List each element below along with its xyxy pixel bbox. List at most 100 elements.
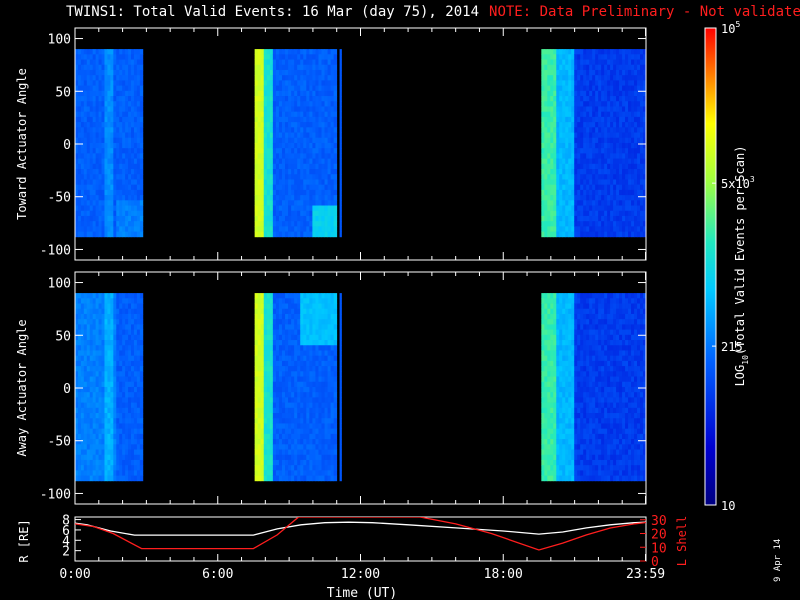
heatmap-cell [75, 210, 79, 217]
heatmap-cell [254, 49, 259, 55]
heatmap-cell [559, 158, 563, 165]
heatmap-cell [116, 137, 120, 144]
heatmap-cell [75, 231, 79, 238]
heatmap-cell [125, 64, 129, 71]
heatmap-cell [136, 174, 141, 180]
heatmap-cell [278, 215, 283, 222]
heatmap-cell [272, 215, 277, 222]
heatmap-cell [562, 200, 566, 206]
heatmap-cell [601, 148, 605, 154]
heatmap-cell [89, 433, 94, 440]
heatmap-cell [110, 221, 114, 227]
heatmap-cell [77, 142, 82, 149]
heatmap-cell [92, 64, 97, 71]
heatmap-cell [131, 189, 135, 196]
heatmap-cell [559, 205, 563, 212]
heatmap-cell [75, 444, 79, 450]
heatmap-cell [631, 127, 635, 133]
heatmap-cell [601, 85, 605, 92]
heatmap-cell [80, 75, 85, 81]
heatmap-cell [306, 184, 310, 191]
heatmap-cell [107, 127, 111, 133]
heatmap-cell [104, 418, 108, 424]
heatmap-cell [544, 200, 548, 206]
heatmap-cell [571, 215, 575, 222]
heatmap-cell [330, 298, 335, 304]
heatmap-cell [303, 64, 307, 71]
heatmap-cell [122, 433, 126, 440]
heatmap-cell [104, 215, 108, 222]
heatmap-cell [272, 402, 277, 409]
heatmap-cell [306, 423, 310, 430]
heatmap-cell [327, 376, 332, 383]
heatmap-cell [589, 80, 593, 86]
heatmap-cell [556, 169, 560, 175]
heatmap-cell [601, 96, 605, 102]
heatmap-cell [589, 75, 593, 81]
heatmap-cell [631, 210, 635, 217]
heatmap-cell [601, 64, 605, 71]
heatmap-cell [272, 132, 277, 139]
heatmap-cell [318, 96, 322, 102]
heatmap-cell [312, 122, 316, 128]
heatmap-cell [580, 158, 584, 165]
heatmap-cell [607, 122, 611, 128]
heatmap-cell [86, 439, 91, 445]
heatmap-cell [104, 54, 108, 60]
heatmap-cell [285, 386, 289, 393]
heatmap-cell [281, 449, 286, 456]
heatmap-cell [119, 132, 123, 139]
heatmap-cell [288, 402, 292, 409]
heatmap-cell [556, 158, 560, 165]
heatmap-cell [116, 465, 120, 471]
heatmap-cell [92, 85, 97, 92]
heatmap-cell [544, 163, 548, 170]
heatmap-cell [269, 96, 274, 102]
heatmap-cell [269, 334, 274, 341]
heatmap-cell [592, 226, 596, 232]
heatmap-cell [312, 428, 316, 435]
heatmap-cell [269, 106, 274, 113]
heatmap-cell [568, 116, 572, 123]
heatmap-cell [95, 334, 99, 341]
heatmap-cell [113, 116, 117, 123]
heatmap-cell [86, 90, 91, 97]
heatmap-cell [125, 184, 129, 191]
heatmap-cell [75, 428, 79, 435]
heatmap-cell [312, 90, 316, 97]
heatmap-cell [550, 231, 554, 238]
heatmap-cell [327, 329, 332, 336]
heatmap-cell [321, 303, 325, 310]
heatmap-cell [86, 184, 91, 191]
heatmap-cell [637, 80, 641, 86]
heatmap-cell [601, 184, 605, 191]
heatmap-cell [610, 132, 614, 139]
heatmap-cell [559, 210, 563, 217]
heatmap-cell [553, 64, 557, 71]
heatmap-cell [616, 215, 620, 222]
heatmap-cell [119, 59, 123, 66]
heatmap-cell [562, 142, 566, 149]
heatmap-cell [113, 397, 117, 403]
heatmap-cell [625, 116, 629, 123]
heatmap-cell [547, 195, 551, 201]
heatmap-cell [556, 64, 560, 71]
heatmap-cell [285, 439, 289, 445]
heatmap-cell [640, 90, 644, 97]
heatmap-cell [616, 205, 620, 212]
heatmap-cell [131, 163, 135, 170]
heatmap-cell [294, 148, 298, 154]
heatmap-cell [285, 313, 289, 320]
heatmap-cell [92, 298, 97, 304]
heatmap-cell [89, 231, 94, 238]
heatmap-cell [110, 153, 114, 159]
heatmap-cell [324, 148, 328, 154]
heatmap-cell [303, 85, 307, 92]
heatmap-cell [110, 350, 114, 357]
heatmap-cell [257, 148, 262, 154]
heatmap-cell [95, 200, 99, 206]
heatmap-cell [571, 85, 575, 92]
heatmap-cell [131, 132, 135, 139]
heatmap-cell [637, 54, 641, 60]
heatmap-cell [324, 470, 328, 476]
